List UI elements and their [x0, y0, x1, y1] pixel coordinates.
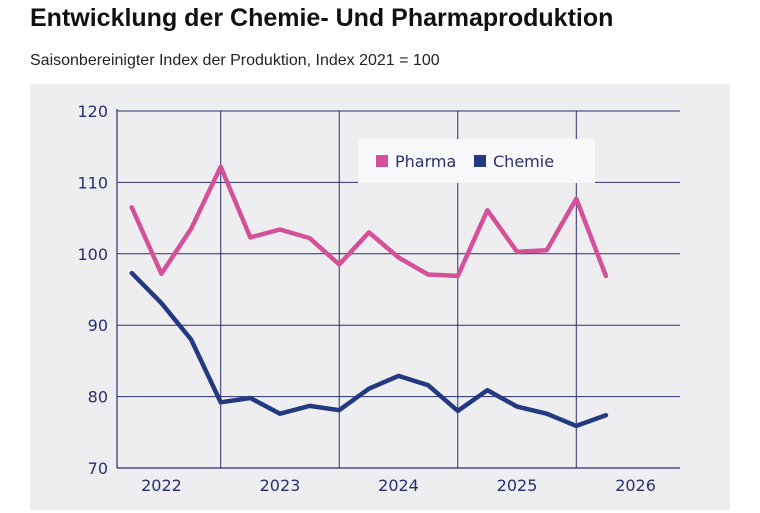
- x-tick-label: 2026: [615, 476, 656, 495]
- x-tick-label: 2022: [141, 476, 182, 495]
- y-tick-label: 80: [88, 388, 108, 407]
- y-tick-label: 90: [88, 316, 108, 335]
- x-tick-label: 2023: [260, 476, 301, 495]
- chart-title: Entwicklung der Chemie- Und Pharmaproduk…: [30, 4, 614, 32]
- axes: 70 80 90 100 110 120 2022 2023 2024 2025 2026: [77, 102, 680, 495]
- legend: Pharma Chemie: [358, 139, 595, 183]
- x-tick-label: 2024: [378, 476, 419, 495]
- y-tick-label: 100: [77, 245, 108, 264]
- chart-subtitle: Saisonbereinigter Index der Produktion, …: [30, 52, 440, 69]
- series: [129, 164, 609, 429]
- legend-label-chemie: Chemie: [493, 152, 554, 171]
- legend-label-pharma: Pharma: [395, 152, 456, 171]
- series-line-pharma: [129, 164, 609, 279]
- y-tick-label: 110: [77, 173, 108, 192]
- series-line-chemie: [129, 270, 609, 429]
- y-tick-label: 70: [88, 459, 108, 478]
- legend-swatch-pharma: [376, 155, 388, 167]
- x-tick-label: 2025: [497, 476, 538, 495]
- y-tick-label: 120: [77, 102, 108, 121]
- legend-swatch-chemie: [474, 155, 486, 167]
